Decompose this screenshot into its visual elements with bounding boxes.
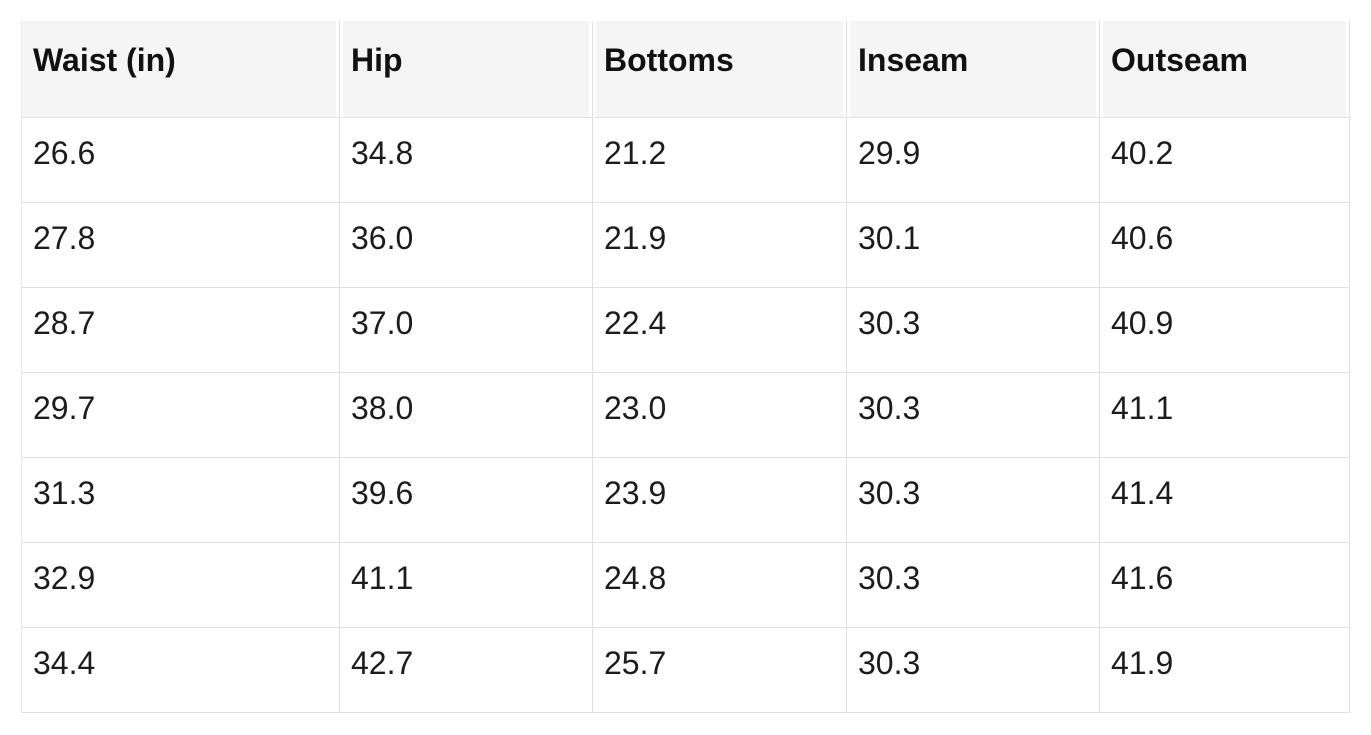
table-cell: 28.7	[21, 288, 340, 373]
table-cell: 30.3	[847, 458, 1100, 543]
table-cell: 23.9	[593, 458, 847, 543]
column-header-bottoms: Bottoms	[593, 21, 847, 118]
table-cell: 38.0	[340, 373, 593, 458]
table-cell: 40.6	[1100, 203, 1350, 288]
table-cell: 25.7	[593, 628, 847, 713]
table-cell: 30.3	[847, 288, 1100, 373]
column-header-waist-in: Waist (in)	[21, 21, 340, 118]
table-row: 27.8 36.0 21.9 30.1 40.6	[21, 203, 1350, 288]
table-cell: 30.3	[847, 373, 1100, 458]
table-cell: 41.1	[1100, 373, 1350, 458]
table-row: 26.6 34.8 21.2 29.9 40.2	[21, 118, 1350, 203]
table-cell: 21.2	[593, 118, 847, 203]
table-cell: 41.9	[1100, 628, 1350, 713]
table-cell: 23.0	[593, 373, 847, 458]
table-row: 31.3 39.6 23.9 30.3 41.4	[21, 458, 1350, 543]
table-row: 28.7 37.0 22.4 30.3 40.9	[21, 288, 1350, 373]
column-header-hip: Hip	[340, 21, 593, 118]
table-cell: 39.6	[340, 458, 593, 543]
table-cell: 22.4	[593, 288, 847, 373]
table-cell: 27.8	[21, 203, 340, 288]
column-header-inseam: Inseam	[847, 21, 1100, 118]
table-cell: 30.3	[847, 543, 1100, 628]
table-cell: 29.7	[21, 373, 340, 458]
table-cell: 37.0	[340, 288, 593, 373]
table-cell: 34.4	[21, 628, 340, 713]
table-cell: 31.3	[21, 458, 340, 543]
table-row: 32.9 41.1 24.8 30.3 41.6	[21, 543, 1350, 628]
table-cell: 41.4	[1100, 458, 1350, 543]
table-cell: 40.2	[1100, 118, 1350, 203]
column-header-outseam: Outseam	[1100, 21, 1350, 118]
table-cell: 30.3	[847, 628, 1100, 713]
table-cell: 41.6	[1100, 543, 1350, 628]
table-row: 34.4 42.7 25.7 30.3 41.9	[21, 628, 1350, 713]
table-cell: 41.1	[340, 543, 593, 628]
table-cell: 21.9	[593, 203, 847, 288]
table-cell: 40.9	[1100, 288, 1350, 373]
table-cell: 32.9	[21, 543, 340, 628]
header-row: Waist (in) Hip Bottoms Inseam Outseam	[21, 21, 1350, 118]
size-chart-section: Waist (in) Hip Bottoms Inseam Outseam 26.6 34…	[21, 21, 1350, 713]
table-cell: 34.8	[340, 118, 593, 203]
table-cell: 29.9	[847, 118, 1100, 203]
table-row: 29.7 38.0 23.0 30.3 41.1	[21, 373, 1350, 458]
table-cell: 30.1	[847, 203, 1100, 288]
table-header: Waist (in) Hip Bottoms Inseam Outseam	[21, 21, 1350, 118]
table-cell: 36.0	[340, 203, 593, 288]
table-cell: 26.6	[21, 118, 340, 203]
table-cell: 42.7	[340, 628, 593, 713]
table-cell: 24.8	[593, 543, 847, 628]
size-chart-table: Waist (in) Hip Bottoms Inseam Outseam 26.6 34…	[21, 21, 1350, 713]
table-body: 26.6 34.8 21.2 29.9 40.2 27.8 36.0 21.9 30.1 40.6…	[21, 118, 1350, 713]
